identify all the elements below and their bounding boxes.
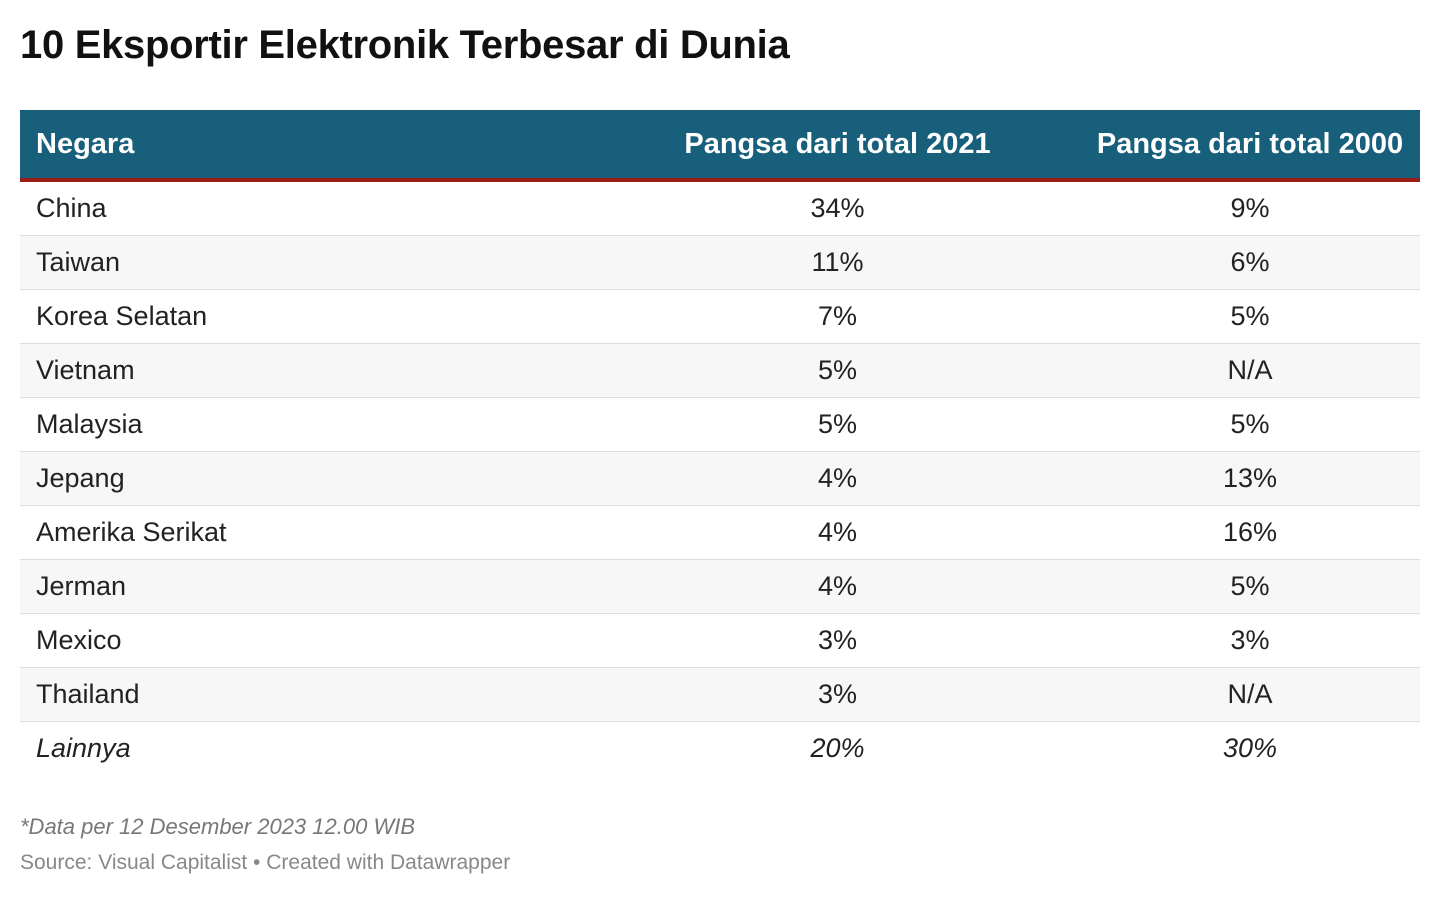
cell-share-2000: N/A — [1080, 343, 1420, 398]
cell-share-2021: 5% — [595, 397, 1080, 452]
cell-negara: Mexico — [20, 613, 595, 668]
table-row: Jerman 4% 5% — [20, 559, 1420, 614]
table-row: Korea Selatan 7% 5% — [20, 289, 1420, 344]
cell-share-2000: 16% — [1080, 505, 1420, 560]
cell-share-2021: 4% — [595, 559, 1080, 614]
cell-share-2021: 34% — [595, 180, 1080, 236]
cell-negara: Jerman — [20, 559, 595, 614]
cell-negara: Malaysia — [20, 397, 595, 452]
table-row: Vietnam 5% N/A — [20, 343, 1420, 398]
column-header-2021[interactable]: Pangsa dari total 2021 — [595, 110, 1080, 182]
cell-share-2000: 5% — [1080, 397, 1420, 452]
table-row: Mexico 3% 3% — [20, 613, 1420, 668]
cell-negara: Lainnya — [36, 733, 131, 763]
cell-negara: Korea Selatan — [20, 289, 595, 344]
table-row: Malaysia 5% 5% — [20, 397, 1420, 452]
table-row: Jepang 4% 13% — [20, 451, 1420, 506]
source-line: Source: Visual Capitalist • Created with… — [20, 851, 511, 874]
table-row: Amerika Serikat 4% 16% — [20, 505, 1420, 560]
cell-share-2000: N/A — [1080, 667, 1420, 722]
chart-title: 10 Eksportir Elektronik Terbesar di Duni… — [20, 23, 790, 67]
table-row: China 34% 9% — [20, 180, 1420, 236]
cell-share-2000: 13% — [1080, 451, 1420, 506]
cell-share-2000: 6% — [1080, 235, 1420, 290]
cell-share-2000: 30% — [1222, 733, 1278, 763]
table-row: Thailand 3% N/A — [20, 667, 1420, 722]
cell-negara: Amerika Serikat — [20, 505, 595, 560]
cell-share-2021: 7% — [595, 289, 1080, 344]
cell-share-2021: 11% — [595, 235, 1080, 290]
cell-share-2021: 3% — [595, 613, 1080, 668]
exporters-table: Negara Pangsa dari total 2021 Pangsa dar… — [20, 110, 1420, 775]
footnote: *Data per 12 Desember 2023 12.00 WIB — [20, 814, 416, 839]
cell-share-2021: 3% — [595, 667, 1080, 722]
cell-share-2021: 20% — [810, 733, 865, 763]
table-row: Taiwan 11% 6% — [20, 235, 1420, 290]
cell-share-2000: 5% — [1080, 289, 1420, 344]
cell-share-2021: 5% — [595, 343, 1080, 398]
cell-negara: Taiwan — [20, 235, 595, 290]
cell-negara: Vietnam — [20, 343, 595, 398]
table-header: Negara Pangsa dari total 2021 Pangsa dar… — [20, 110, 1420, 182]
cell-share-2021: 4% — [595, 451, 1080, 506]
data-table: Negara Pangsa dari total 2021 Pangsa dar… — [20, 110, 1420, 775]
column-header-negara[interactable]: Negara — [20, 110, 595, 182]
column-header-2000[interactable]: Pangsa dari total 2000 — [1080, 110, 1420, 182]
table-row: Lainnya 20% 30% — [20, 721, 1420, 775]
cell-negara: Jepang — [20, 451, 595, 506]
cell-share-2021: 4% — [595, 505, 1080, 560]
table-body: China 34% 9% Taiwan 11% 6% Korea Selatan 7% 5% Vi… — [20, 180, 1420, 775]
header-row: Negara Pangsa dari total 2021 Pangsa dar… — [20, 110, 1420, 182]
cell-share-2000: 9% — [1080, 180, 1420, 236]
cell-negara: China — [20, 180, 595, 236]
cell-share-2000: 3% — [1080, 613, 1420, 668]
cell-negara: Thailand — [20, 667, 595, 722]
cell-share-2000: 5% — [1080, 559, 1420, 614]
